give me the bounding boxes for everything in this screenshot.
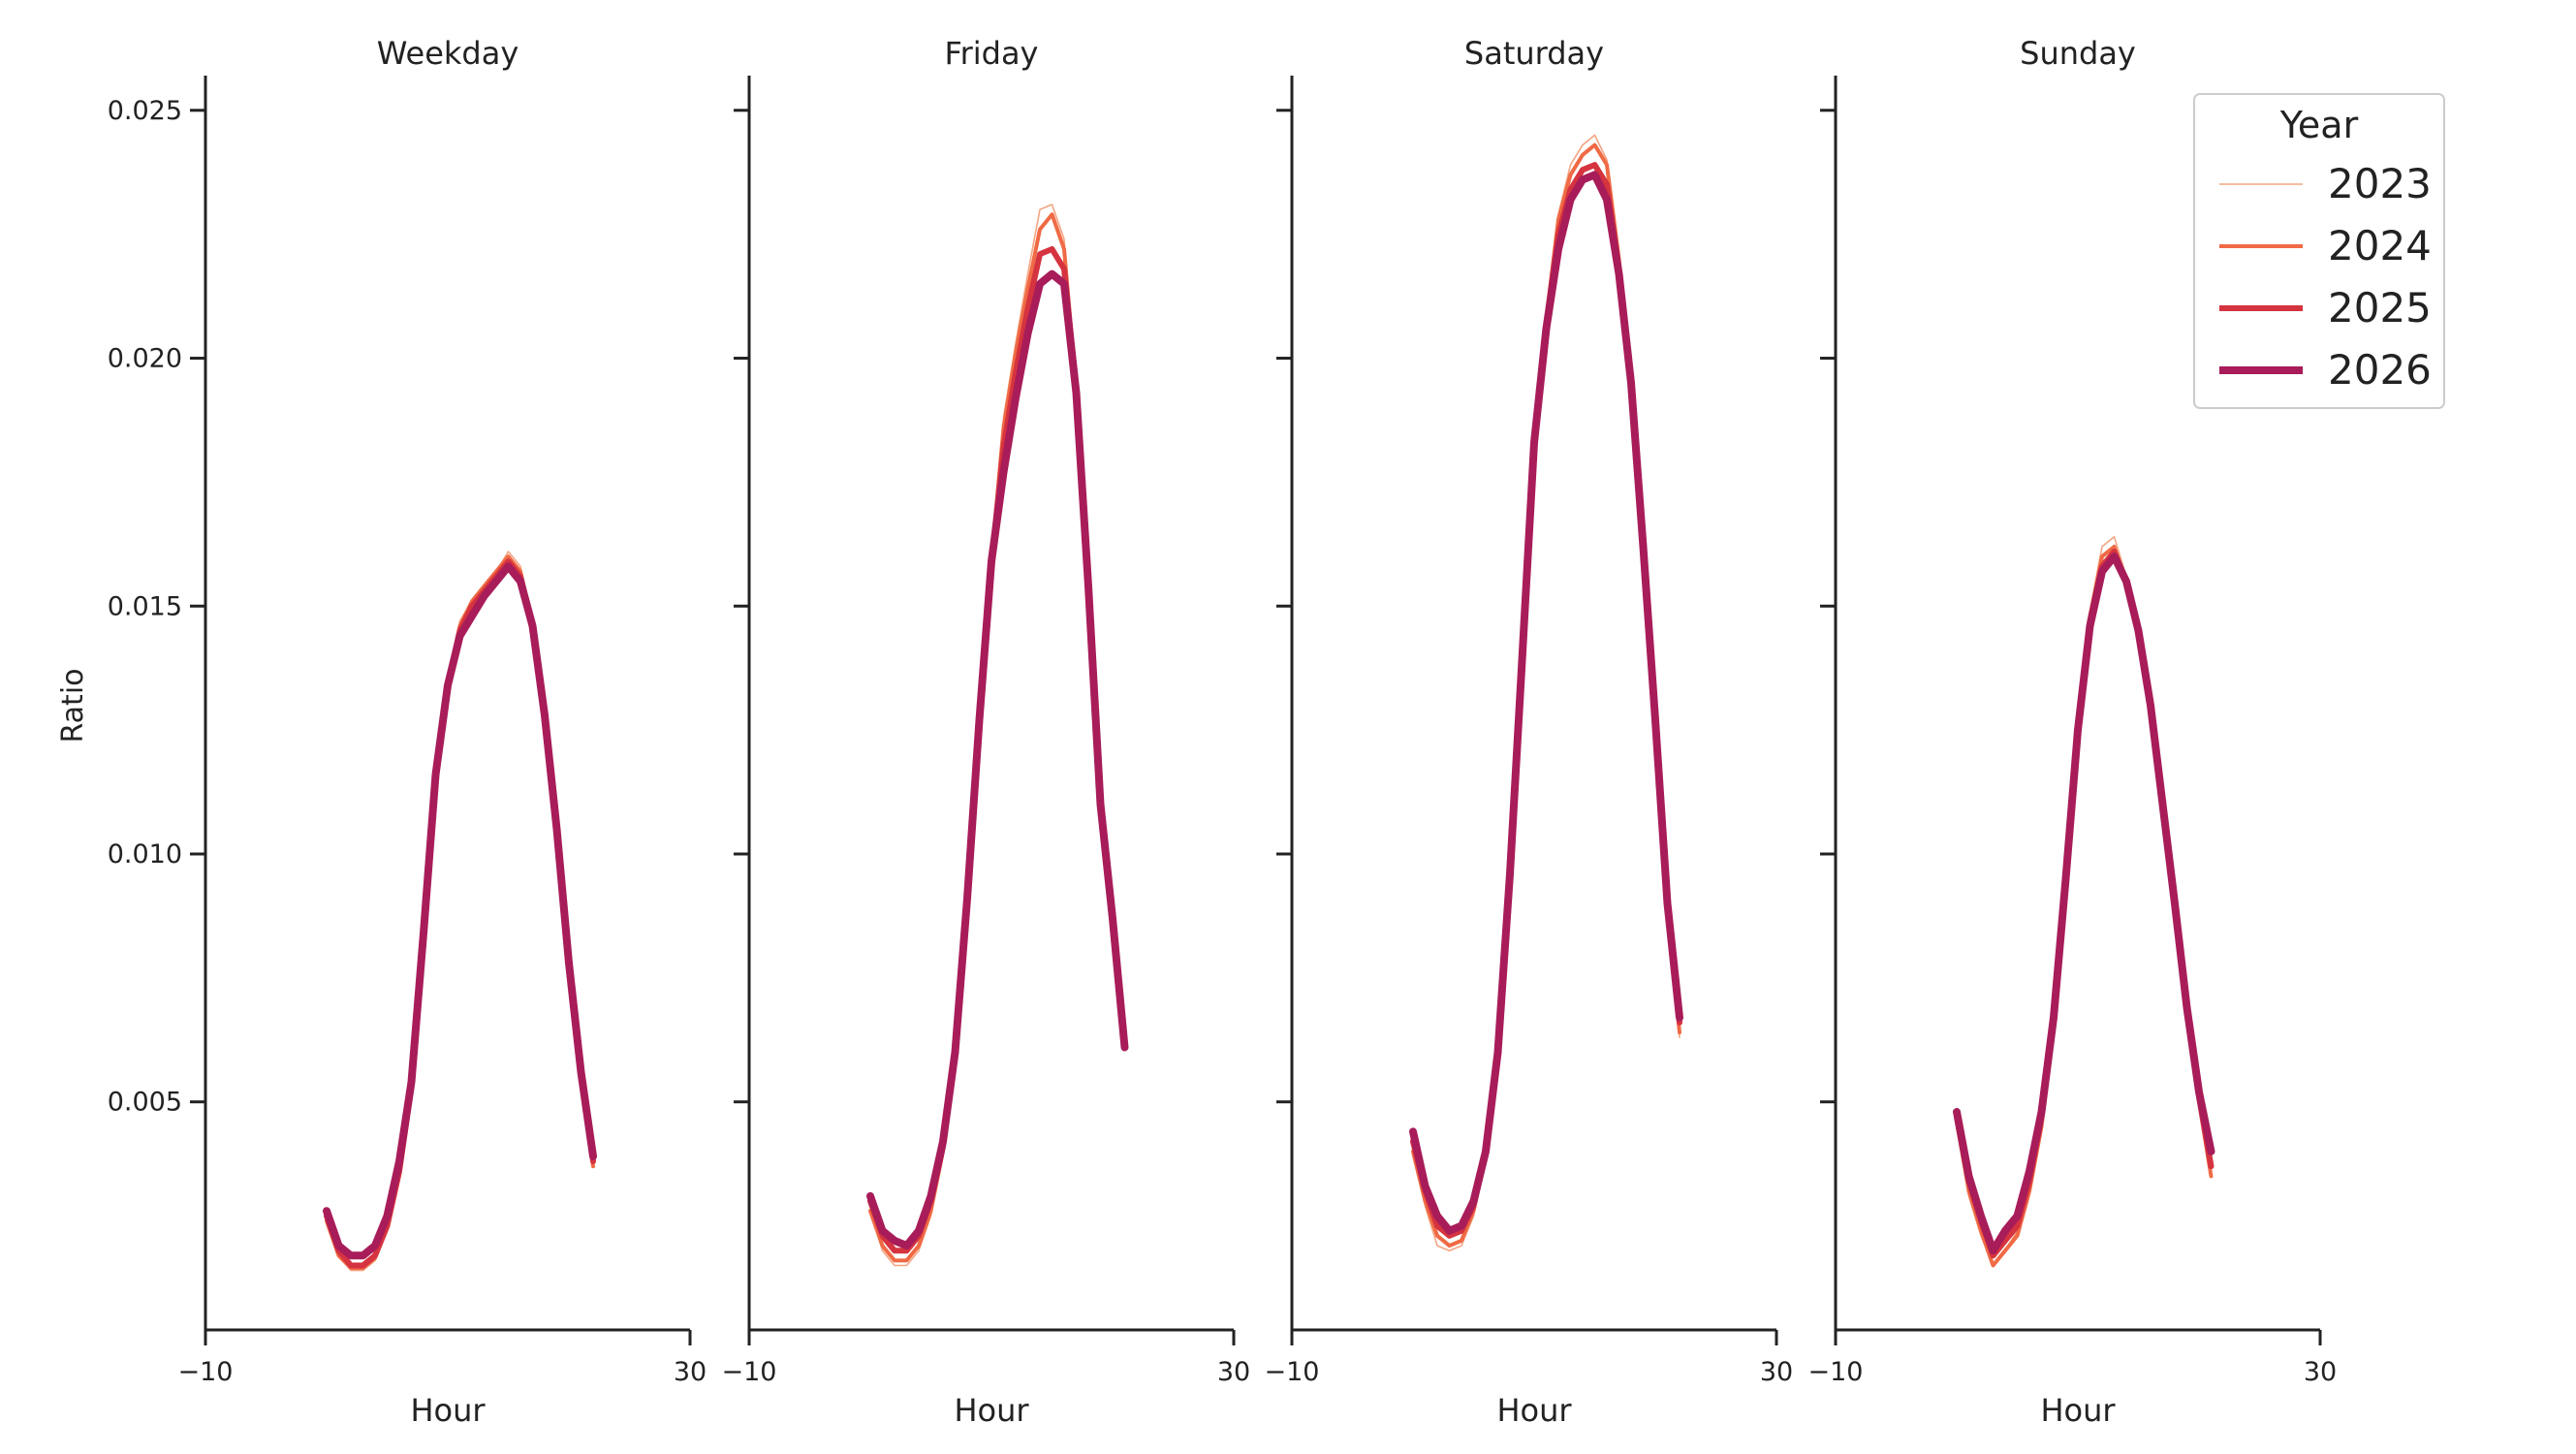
y-tick-label: 0.005 [108, 1088, 182, 1118]
x-tick-label: −10 [722, 1357, 777, 1387]
series-line-2026 [1953, 553, 2215, 1255]
facet-weekday: Weekday 0.005 0.010 0.015 0.020 0.025 −10 30 Hou… [108, 35, 707, 1429]
series-line-2024 [868, 212, 1127, 1263]
x-tick-label: −10 [1808, 1357, 1864, 1387]
x-axis-label: Hour [1496, 1392, 1572, 1429]
series-line-2025 [867, 246, 1128, 1254]
legend-label-2024: 2024 [2328, 222, 2432, 269]
x-tick-label: 30 [1760, 1357, 1793, 1387]
x-axis-label: Hour [410, 1392, 486, 1429]
series-line-2025 [324, 558, 596, 1269]
legend-items: 2023 2024 2025 2026 [2219, 160, 2432, 394]
x-tick-label: −10 [1265, 1357, 1320, 1387]
facet-title: Weekday [377, 35, 519, 72]
facet-title: Friday [945, 35, 1039, 72]
series-line-2026 [866, 269, 1129, 1250]
x-tick-label: 30 [674, 1357, 707, 1387]
legend-label-2026: 2026 [2328, 346, 2432, 394]
series-line-2026 [323, 562, 597, 1260]
facet-sunday: Sunday −10 30 Hour [1808, 35, 2338, 1429]
y-tick-label: 0.025 [108, 96, 182, 126]
legend-label-2023: 2023 [2328, 160, 2432, 207]
facet-title: Sunday [2020, 35, 2136, 72]
facet-panels: Weekday 0.005 0.010 0.015 0.020 0.025 −10 30 Hou… [108, 35, 2337, 1429]
legend: Year 2023 2024 2025 2026 [2193, 93, 2445, 409]
legend-title: Year [2279, 104, 2359, 146]
y-tick-label: 0.015 [108, 591, 182, 621]
series-line-2024 [325, 554, 595, 1271]
facet-saturday: Saturday −10 30 Hour [1265, 35, 1794, 1429]
legend-label-2025: 2025 [2328, 284, 2432, 332]
series-line-2023 [869, 204, 1126, 1267]
facet-friday: Friday −10 30 Hour [722, 35, 1251, 1429]
series-line-2026 [1409, 171, 1683, 1235]
x-axis-label: Hour [2040, 1392, 2116, 1429]
facet-title: Saturday [1464, 35, 1604, 72]
x-tick-label: −10 [178, 1357, 234, 1387]
series-line-2023 [326, 551, 594, 1272]
y-axis-label: Ratio [56, 668, 90, 743]
x-tick-label: 30 [2304, 1357, 2337, 1387]
legend-frame [2193, 93, 2445, 409]
y-tick-label: 0.020 [108, 344, 182, 374]
x-tick-label: 30 [1217, 1357, 1250, 1387]
y-tick-label: 0.010 [108, 839, 182, 869]
x-axis-label: Hour [954, 1392, 1029, 1429]
